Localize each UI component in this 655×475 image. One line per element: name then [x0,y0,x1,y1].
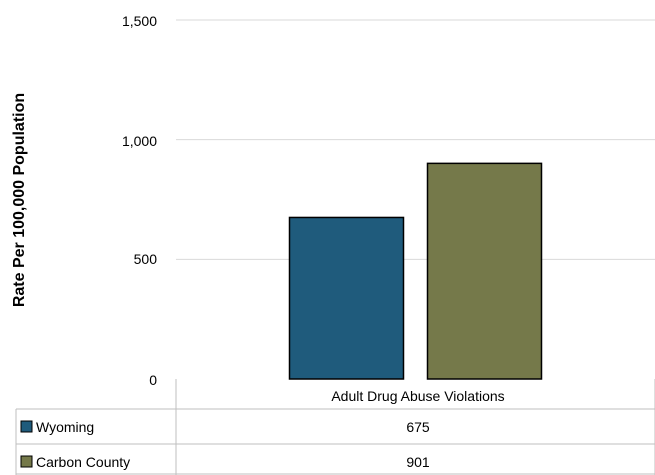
category-label: Adult Drug Abuse Violations [331,388,504,404]
gridlines [176,19,655,260]
y-tick-label: 0 [149,372,157,388]
y-axis-label: Rate Per 100,000 Population [11,93,28,307]
data-table: Adult Drug Abuse Violations Wyoming 675 … [15,379,655,475]
legend-swatch-carbon-county [20,455,33,468]
legend-label-carbon-county: Carbon County [36,454,130,470]
legend-label-wyoming: Wyoming [36,419,94,435]
y-tick-label: 1,000 [122,133,157,149]
y-tick-labels: 0 500 1,000 1,500 [122,13,157,388]
data-value-wyoming: 675 [406,419,430,435]
bar-wyoming [288,216,405,380]
bars [288,162,543,380]
y-tick-label: 500 [134,251,158,267]
bar-carbon-county [426,162,543,380]
data-value-carbon-county: 901 [406,454,430,470]
y-tick-label: 1,500 [122,13,157,29]
legend-swatch-wyoming [20,420,33,433]
